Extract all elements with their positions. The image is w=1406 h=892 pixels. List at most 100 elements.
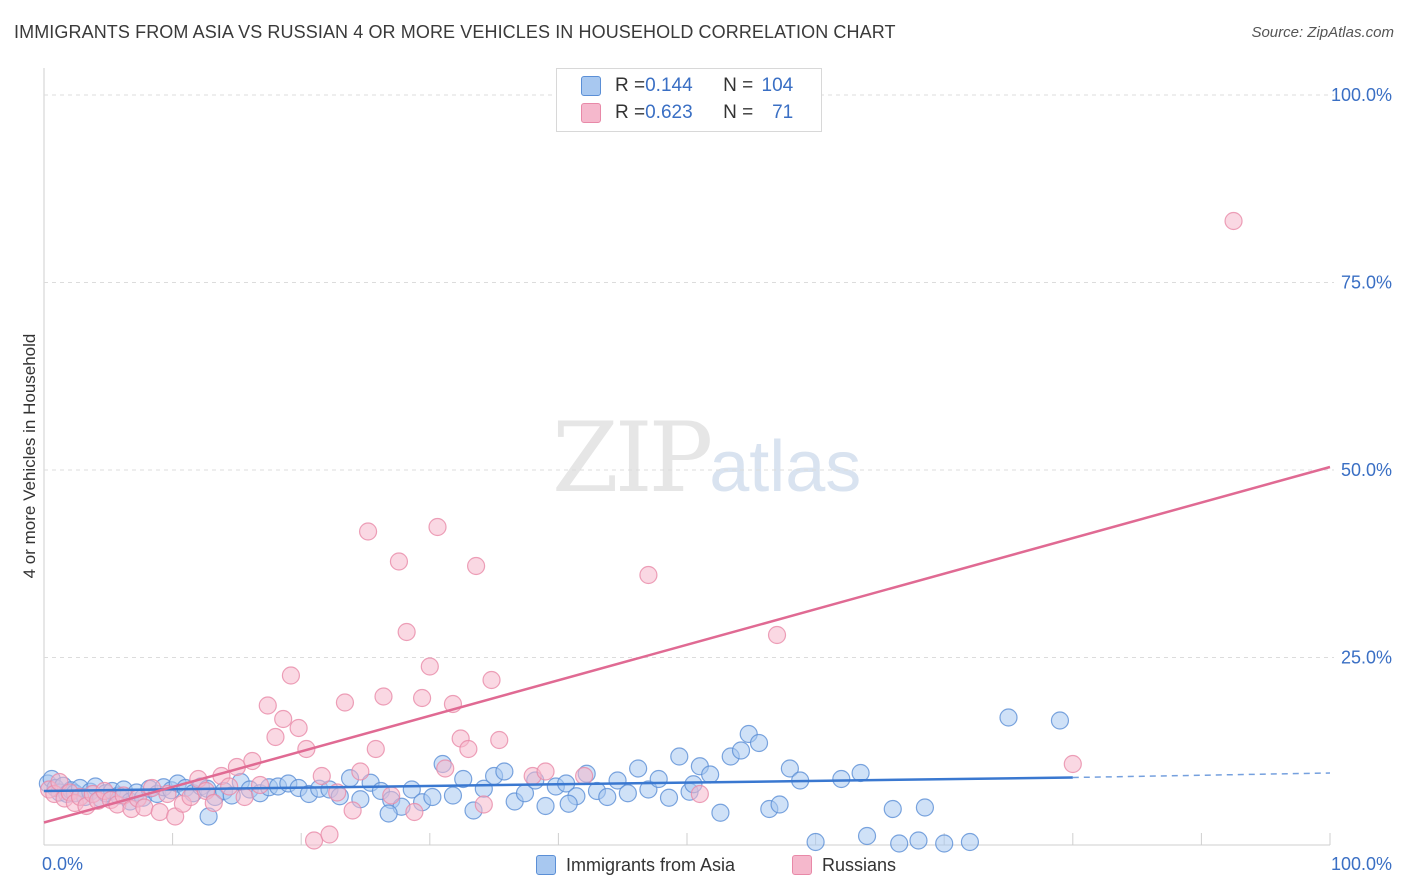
asia-point xyxy=(629,759,648,778)
russia-point xyxy=(312,766,331,786)
russia-point xyxy=(250,775,270,795)
russia-point xyxy=(474,795,493,814)
russia-point xyxy=(639,565,658,585)
asia-point xyxy=(909,831,928,850)
russia-point xyxy=(366,739,385,759)
asia-point xyxy=(495,762,514,781)
russia-point xyxy=(274,709,293,729)
russia-point xyxy=(382,786,401,805)
asia-point xyxy=(851,763,870,783)
asia-point xyxy=(711,803,730,822)
watermark: ZIPatlas xyxy=(552,402,861,514)
russia-point xyxy=(436,759,455,778)
asia-point xyxy=(618,784,637,803)
asia-point xyxy=(915,798,935,817)
stats-legend: R = 0.144 N = 104 R = 0.623 N = 71 xyxy=(556,68,822,132)
russia-point xyxy=(459,739,478,759)
russia-point xyxy=(490,730,509,750)
asia-point xyxy=(1050,711,1070,730)
asia-point xyxy=(659,788,679,807)
asia-point xyxy=(857,826,877,846)
chart-title: IMMIGRANTS FROM ASIA VS RUSSIAN 4 OR MOR… xyxy=(14,22,896,42)
legend-r-label: R = xyxy=(615,75,646,96)
asia-point xyxy=(454,769,473,789)
legend-swatch-russians xyxy=(581,103,601,123)
russia-point xyxy=(1063,754,1082,774)
russia-point xyxy=(575,766,594,786)
legend-r-label: R = xyxy=(615,102,646,123)
russia-point xyxy=(335,693,355,712)
russia-point xyxy=(150,802,169,822)
russia-point xyxy=(343,801,362,820)
legend-n-label: N = xyxy=(723,102,754,123)
russia-point xyxy=(220,777,239,796)
legend-r-value: 0.623 xyxy=(645,102,693,123)
asia-point xyxy=(883,799,902,819)
russia-point xyxy=(482,670,501,690)
asia-point xyxy=(649,769,668,789)
russia-point xyxy=(281,666,301,685)
russia-trend-line xyxy=(43,465,1331,824)
russia-point xyxy=(304,831,324,850)
russia-point xyxy=(374,687,393,706)
y-tick-label: 50.0% xyxy=(1341,460,1392,480)
y-tick-label: 75.0% xyxy=(1341,273,1392,293)
watermark-atlas: atlas xyxy=(709,427,862,507)
russia-point xyxy=(135,798,154,817)
bottom-legend-label-asia: Immigrants from Asia xyxy=(566,854,736,875)
asia-point xyxy=(670,747,689,766)
bottom-legend-asia: Immigrants from Asia xyxy=(536,852,735,878)
russia-point xyxy=(536,762,555,781)
asia-point xyxy=(731,741,751,760)
legend-row-asia: R = 0.144 N = 104 xyxy=(581,73,793,99)
asia-point xyxy=(780,759,799,778)
y-tick-label: 25.0% xyxy=(1341,648,1392,668)
russia-point xyxy=(258,696,277,715)
russia-point xyxy=(358,522,378,541)
asia-point xyxy=(536,796,555,816)
russia-point xyxy=(181,787,200,807)
bottom-legend-swatch-russians xyxy=(792,855,812,875)
legend-r-value: 0.144 xyxy=(645,75,693,96)
legend-n-label: N = xyxy=(723,75,754,96)
legend-row-russians: R = 0.623 N = 71 xyxy=(581,100,793,126)
russia-point xyxy=(466,556,486,576)
asia-point xyxy=(806,832,825,852)
bottom-legend-swatch-asia xyxy=(536,855,556,875)
russia-point xyxy=(289,718,308,738)
russia-point xyxy=(266,727,285,747)
bottom-legend-russians: Russians xyxy=(792,852,896,878)
russia-point xyxy=(351,762,370,781)
bottom-legend-label-russians: Russians xyxy=(822,854,897,875)
russia-point xyxy=(204,793,223,813)
legend-n-value: 104 xyxy=(761,75,794,96)
legend-n-value: 71 xyxy=(772,102,794,123)
russia-point xyxy=(767,625,787,645)
asia-point xyxy=(379,804,398,823)
asia-point xyxy=(559,794,578,813)
asia-point xyxy=(749,733,769,753)
russia-point xyxy=(428,517,447,537)
asia-point xyxy=(443,786,463,805)
russia-point xyxy=(1224,211,1243,231)
y-tick-label: 100.0% xyxy=(1331,85,1392,105)
watermark-zip: ZIP xyxy=(552,402,713,514)
asia-point xyxy=(423,787,442,807)
source-label: Source: ZipAtlas.com xyxy=(1251,24,1394,41)
asia-point xyxy=(701,765,720,784)
russia-point xyxy=(690,784,709,804)
asia-point xyxy=(832,769,851,789)
asia-point xyxy=(935,834,954,853)
russia-point xyxy=(389,552,409,571)
x-tick-label: 100.0% xyxy=(1331,854,1392,874)
russia-point xyxy=(420,657,439,676)
asia-point xyxy=(770,795,789,814)
russia-point xyxy=(235,787,254,807)
russia-point xyxy=(405,802,424,822)
asia-trend-line xyxy=(43,776,1073,793)
asia-point xyxy=(960,832,980,852)
asia-point xyxy=(598,787,617,807)
x-tick-label: 0.0% xyxy=(42,854,83,874)
asia-point xyxy=(999,708,1018,727)
